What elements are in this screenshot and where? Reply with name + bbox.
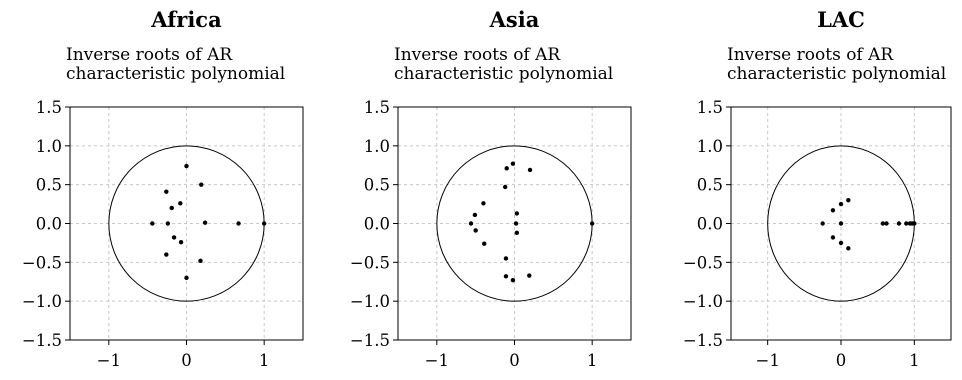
y-tick-label: −1.0 [683, 292, 723, 311]
root-point [838, 240, 844, 246]
root-point [178, 239, 184, 245]
root-point [502, 184, 508, 190]
root-point [904, 221, 909, 226]
x-tick-label: −1 [425, 351, 449, 370]
root-point [184, 275, 189, 281]
root-point [150, 221, 155, 226]
root-point [169, 205, 174, 211]
root-point [184, 163, 189, 169]
y-tick-label: 0.0 [36, 215, 62, 234]
panel-title: Asia [489, 7, 540, 32]
x-tick-label: −1 [756, 351, 780, 370]
y-tick-label: 1.0 [364, 137, 390, 156]
root-point [880, 221, 885, 226]
x-tick-label: −1 [97, 351, 121, 370]
root-point [503, 274, 509, 279]
y-tick-label: −1.0 [22, 292, 62, 311]
root-point [202, 220, 208, 225]
panel-subtitle-line: characteristic polynomial [727, 64, 946, 84]
root-point [510, 161, 516, 166]
root-point [473, 228, 478, 233]
root-point [838, 221, 844, 226]
root-point [896, 221, 902, 226]
y-tick-label: −0.5 [350, 253, 390, 272]
root-point [504, 166, 509, 171]
y-tick-label: 1.5 [697, 98, 723, 117]
y-tick-label: 0.5 [36, 176, 62, 195]
root-point [164, 189, 169, 194]
panel-subtitle-line: characteristic polynomial [66, 64, 285, 84]
y-tick-label: 1.0 [36, 137, 62, 156]
y-tick-label: −1.5 [350, 331, 390, 350]
x-tick-label: 0 [509, 351, 520, 370]
panel-subtitle-line: Inverse roots of AR [394, 45, 561, 65]
root-point [171, 235, 177, 240]
root-point [165, 221, 171, 226]
panel-subtitle-line: characteristic polynomial [394, 64, 613, 84]
y-tick-label: 1.5 [364, 98, 390, 117]
x-tick-label: 0 [836, 351, 847, 370]
root-point [513, 221, 519, 226]
panel-subtitle-line: Inverse roots of AR [727, 45, 894, 65]
root-point [589, 221, 595, 226]
root-point [503, 256, 509, 261]
root-point [164, 252, 169, 257]
y-tick-label: 1.0 [697, 137, 723, 156]
panel-subtitle-line: Inverse roots of AR [66, 45, 233, 65]
root-point [527, 273, 532, 278]
y-tick-label: 0.5 [364, 176, 390, 195]
root-point [236, 221, 241, 226]
root-point [198, 258, 203, 263]
panel-1: Africa Inverse roots of ARcharacteristic … [22, 7, 304, 370]
y-tick-label: −0.5 [22, 253, 62, 272]
root-point [884, 221, 889, 226]
root-point [199, 182, 204, 187]
root-point [514, 230, 520, 236]
y-tick-label: 0.5 [697, 176, 723, 195]
root-point [482, 241, 487, 246]
y-tick-label: 1.5 [36, 98, 62, 117]
root-point [510, 277, 516, 283]
y-tick-label: −0.5 [683, 253, 723, 272]
x-tick-label: 0 [181, 351, 192, 370]
root-point [820, 221, 825, 226]
root-point [846, 246, 851, 251]
panel-title: Africa [150, 7, 222, 32]
y-tick-label: −1.5 [22, 331, 62, 350]
root-point [838, 201, 844, 207]
root-point [472, 212, 478, 218]
root-point [830, 208, 836, 213]
root-point [514, 211, 520, 216]
y-tick-label: −1.0 [350, 292, 390, 311]
panel-title: LAC [817, 7, 865, 32]
root-point [907, 221, 913, 226]
root-point [830, 235, 836, 240]
root-point [481, 201, 486, 206]
y-tick-label: 0.0 [697, 215, 723, 234]
x-tick-label: 1 [259, 351, 270, 370]
root-point [261, 221, 267, 226]
root-point [468, 221, 474, 226]
y-tick-label: 0.0 [364, 215, 390, 234]
root-point [178, 201, 183, 206]
x-tick-label: 1 [587, 351, 598, 370]
root-point [846, 198, 851, 203]
y-tick-label: −1.5 [683, 331, 723, 350]
x-tick-label: 1 [909, 351, 920, 370]
root-point [527, 167, 533, 173]
